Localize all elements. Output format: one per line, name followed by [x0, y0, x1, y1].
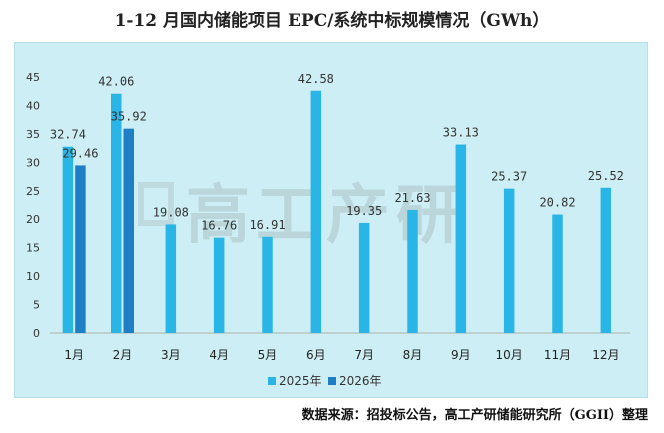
bar [455, 144, 467, 333]
bar [310, 90, 322, 333]
data-label: 25.37 [491, 170, 527, 184]
bar [62, 146, 74, 333]
y-tick-label: 15 [26, 242, 40, 255]
y-tick-label: 0 [33, 327, 40, 340]
bar [262, 236, 273, 333]
legend-swatch [328, 377, 336, 385]
legend-swatch [268, 377, 276, 385]
x-tick-label: 6月 [306, 348, 326, 362]
x-tick-label: 8月 [403, 348, 423, 362]
x-tick-label: 5月 [258, 348, 278, 362]
x-tick-label: 7月 [354, 348, 374, 362]
y-tick-label: 20 [26, 213, 40, 226]
x-tick-label: 3月 [161, 348, 181, 362]
x-tick-label: 11月 [544, 348, 571, 362]
bar [213, 237, 225, 333]
data-label: 42.58 [298, 72, 334, 86]
bar [600, 187, 612, 333]
bar [75, 165, 86, 333]
legend-label: 2026年 [339, 374, 382, 388]
y-tick-label: 10 [26, 270, 40, 283]
y-tick-label: 25 [26, 185, 40, 198]
data-label: 20.82 [539, 196, 575, 210]
bar [407, 209, 418, 333]
bar [165, 224, 177, 333]
data-label: 35.92 [111, 110, 147, 124]
data-label: 42.06 [98, 75, 134, 89]
data-label: 25.52 [588, 169, 624, 183]
bar [111, 93, 122, 333]
data-label: 16.91 [249, 218, 285, 232]
y-tick-label: 30 [26, 156, 40, 169]
y-tick-label: 45 [26, 71, 40, 84]
data-label: 16.76 [201, 219, 237, 233]
chart-title: 1-12 月国内储能项目 EPC/系统中标规模情况（GWh） [114, 11, 550, 31]
y-tick-label: 35 [26, 128, 40, 141]
x-tick-label: 12月 [592, 348, 619, 362]
data-label: 19.08 [153, 205, 189, 219]
y-tick-label: 5 [33, 299, 40, 312]
bar [358, 222, 370, 333]
x-tick-label: 10月 [496, 348, 523, 362]
x-tick-label: 1月 [64, 348, 84, 362]
x-tick-label: 4月 [209, 348, 229, 362]
data-label: 21.63 [394, 191, 430, 205]
bar [552, 214, 563, 333]
x-tick-label: 9月 [451, 348, 471, 362]
data-label: 29.46 [62, 146, 98, 160]
x-tick-label: 2月 [113, 348, 133, 362]
source-note: 数据来源：招投标公告，高工产研储能研究所（GGII）整理 [301, 408, 648, 423]
legend-label: 2025年 [279, 374, 322, 388]
bar [503, 188, 515, 333]
bar [123, 128, 134, 333]
data-label: 33.13 [443, 126, 479, 140]
y-tick-label: 40 [26, 99, 40, 112]
data-label: 19.35 [346, 204, 382, 218]
data-label: 32.74 [50, 128, 86, 142]
